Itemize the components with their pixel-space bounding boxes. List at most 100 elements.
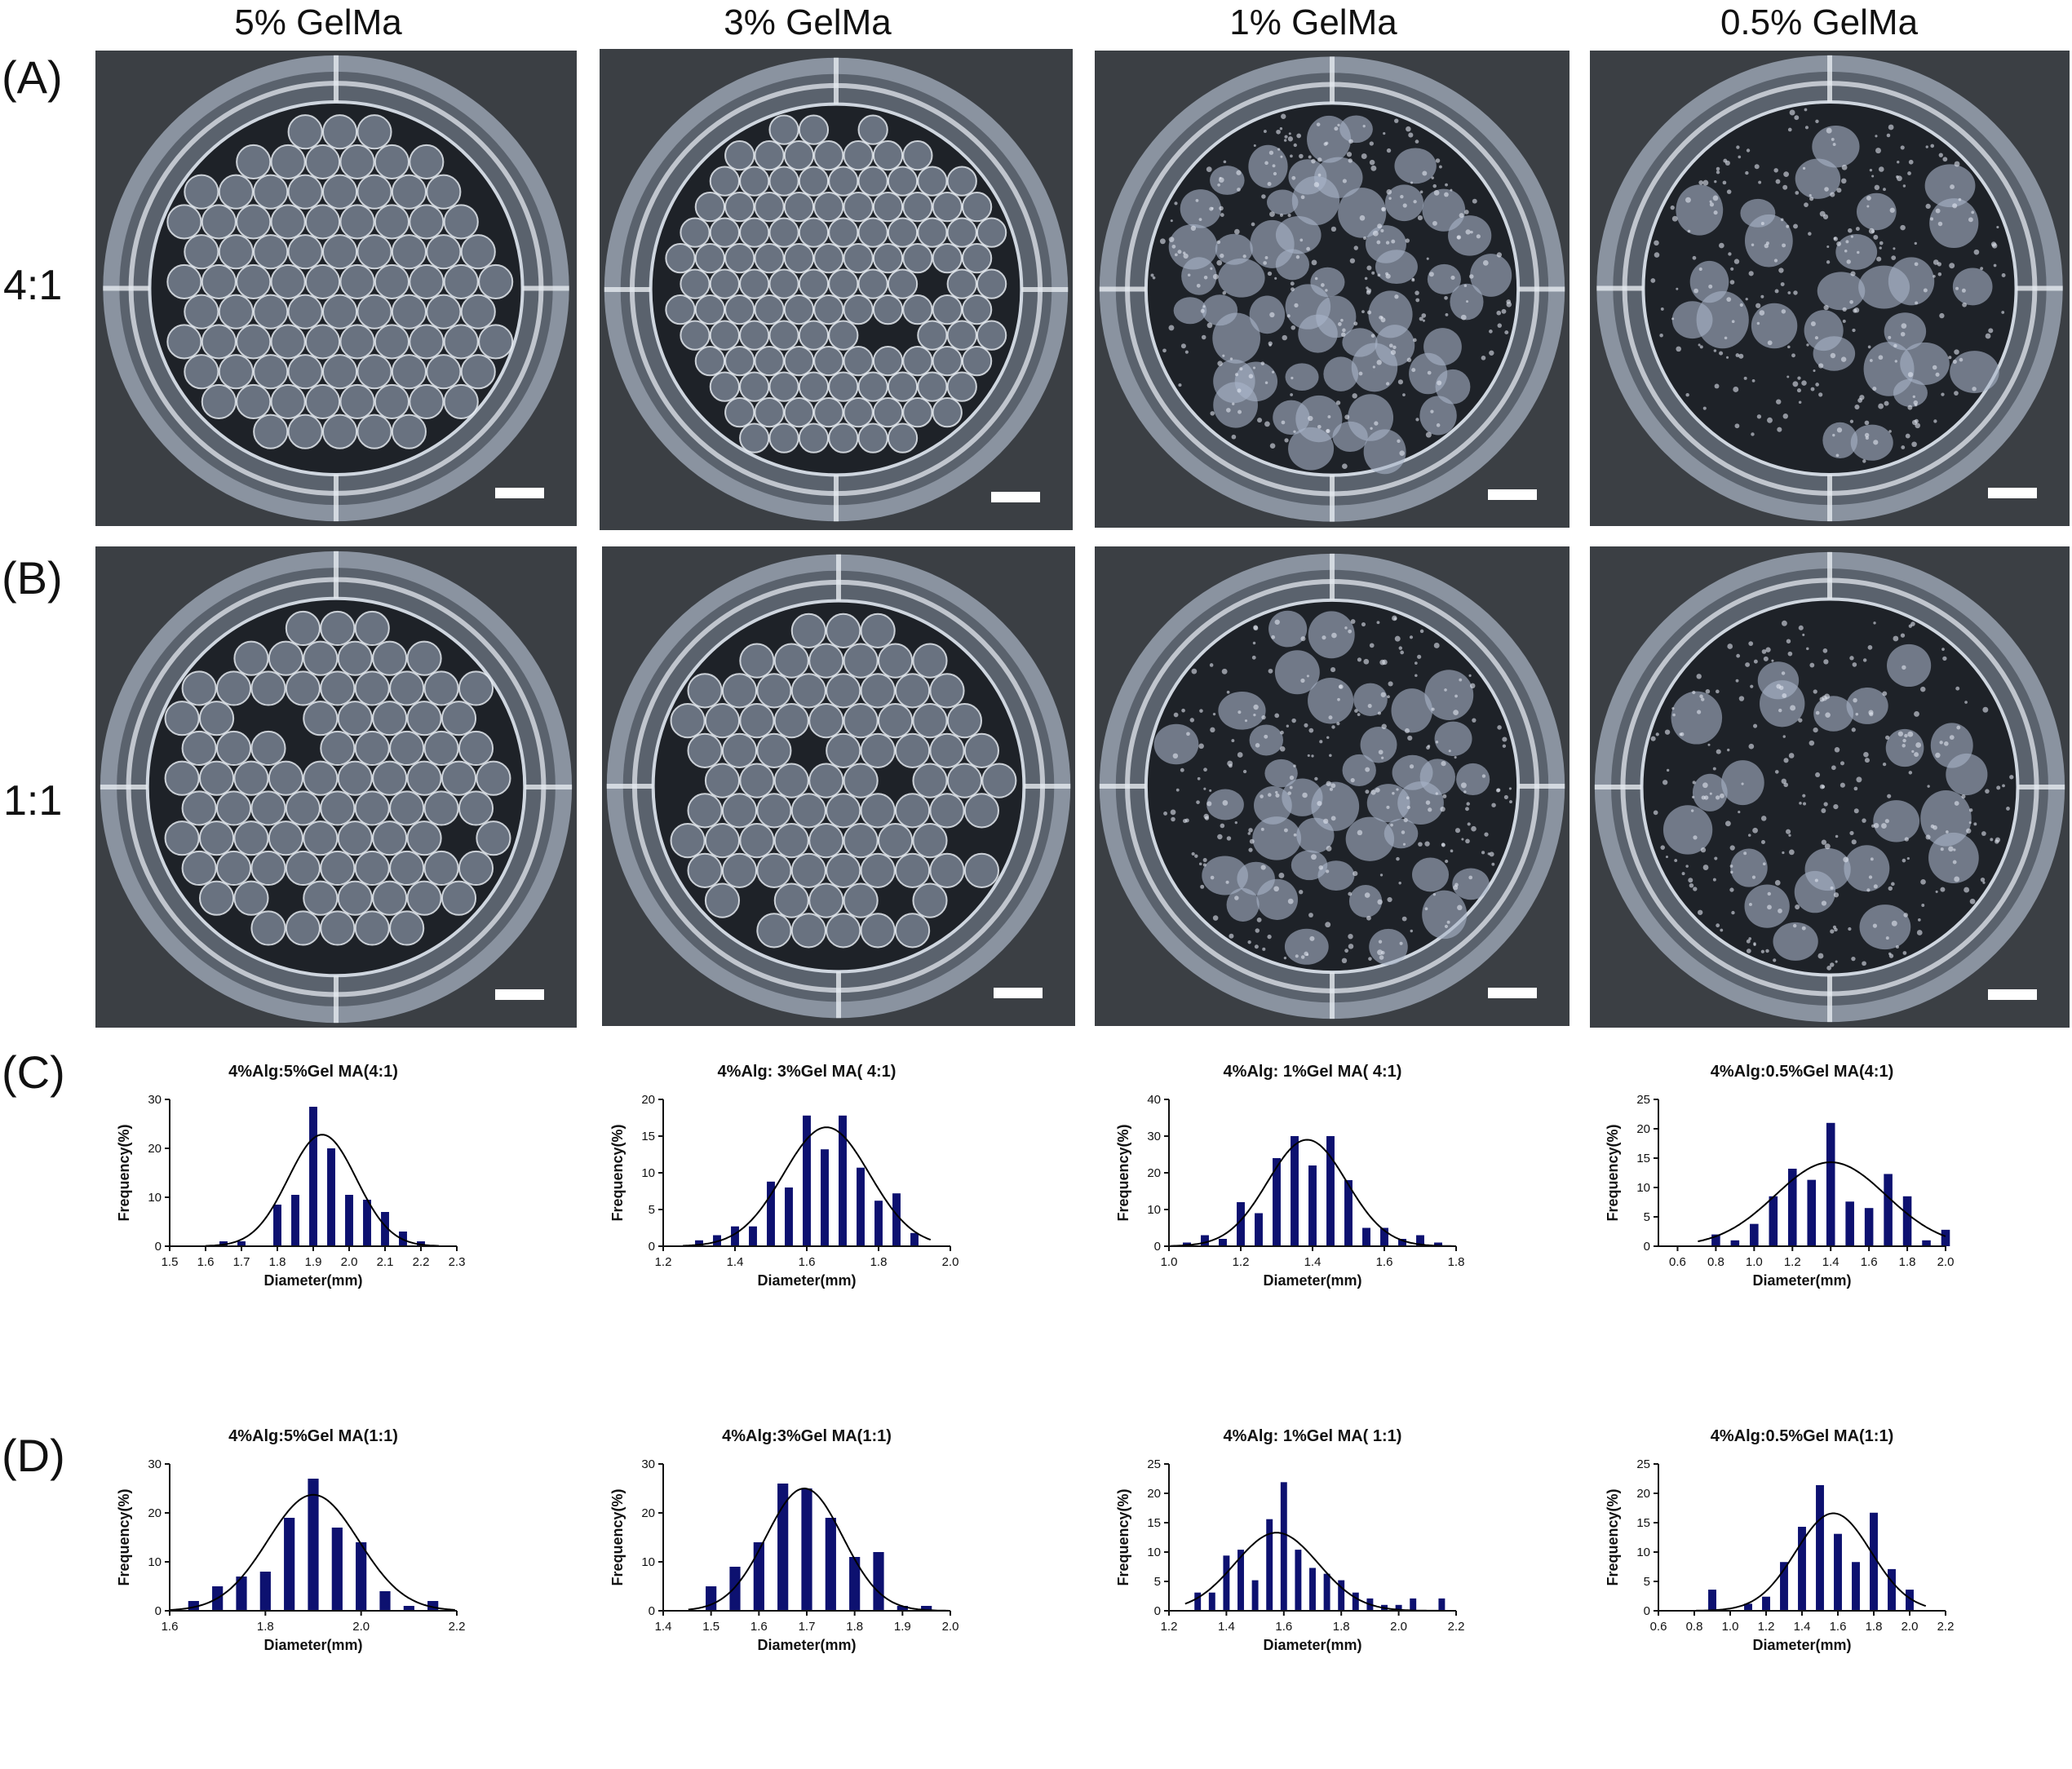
x-tick-label: 1.6 bbox=[750, 1620, 768, 1634]
chart-title: 4%Alg:0.5%Gel MA(4:1) bbox=[1711, 1063, 1894, 1081]
normal-fit-curve bbox=[169, 1493, 455, 1611]
x-tick-label: 1.8 bbox=[1899, 1255, 1916, 1269]
x-tick-label: 1.2 bbox=[1161, 1620, 1178, 1634]
photo-a3 bbox=[1095, 51, 1569, 528]
histogram-bar bbox=[1352, 1592, 1359, 1611]
histogram-bar bbox=[1323, 1573, 1330, 1611]
y-tick-label: 0 bbox=[649, 1604, 655, 1618]
y-tick-label: 40 bbox=[1147, 1093, 1161, 1107]
histogram-bar bbox=[1711, 1234, 1720, 1246]
x-tick-label: 0.8 bbox=[1707, 1255, 1724, 1269]
y-tick-label: 0 bbox=[1154, 1604, 1161, 1618]
x-axis-label: Diameter(mm) bbox=[1752, 1637, 1851, 1653]
histogram-bar bbox=[1888, 1568, 1896, 1611]
x-tick-label: 1.6 bbox=[1830, 1620, 1847, 1634]
histogram-bar bbox=[1223, 1555, 1230, 1611]
chart-title: 4%Alg:0.5%Gel MA(1:1) bbox=[1711, 1427, 1894, 1445]
histogram-bar bbox=[1201, 1235, 1209, 1246]
photo-b2 bbox=[602, 546, 1075, 1026]
panel-label-a: (A) bbox=[2, 51, 63, 103]
histogram-bar bbox=[327, 1148, 335, 1246]
histogram-d2: 4%Alg:3%Gel MA(1:1) 0 10 20 30 1.4 1.5 1.6 1.7 1.… bbox=[608, 1423, 967, 1668]
histogram-bar bbox=[284, 1518, 295, 1611]
chart-title: 4%Alg: 3%Gel MA( 4:1) bbox=[718, 1063, 897, 1081]
histogram-bar bbox=[1902, 1196, 1912, 1246]
y-tick-label: 15 bbox=[1636, 1152, 1650, 1165]
histogram-bar bbox=[1326, 1136, 1335, 1246]
histogram-bar bbox=[1208, 1592, 1215, 1611]
y-tick-label: 20 bbox=[1147, 1487, 1161, 1501]
histogram-bar bbox=[1309, 1568, 1316, 1611]
histogram-bar bbox=[910, 1232, 919, 1246]
y-tick-label: 20 bbox=[148, 1506, 162, 1520]
histogram-svg: 4%Alg:3%Gel MA(1:1) 0 10 20 30 1.4 1.5 1.6 1.7 1.… bbox=[609, 1427, 959, 1653]
histogram-bar bbox=[356, 1542, 367, 1611]
chart-title: 4%Alg: 1%Gel MA( 1:1) bbox=[1224, 1427, 1402, 1445]
histogram-bar bbox=[1762, 1596, 1770, 1611]
x-tick-label: 1.2 bbox=[655, 1255, 672, 1269]
well-plate-photo bbox=[1590, 51, 2070, 526]
y-tick-label: 10 bbox=[148, 1191, 162, 1205]
histogram-bar bbox=[1344, 1180, 1353, 1246]
histogram-d3: 4%Alg: 1%Gel MA( 1:1) 0 5 10 15 20 25 1.2 1.4 1.6… bbox=[1113, 1423, 1472, 1668]
x-tick-label: 1.8 bbox=[846, 1620, 863, 1634]
histogram-bar bbox=[1845, 1201, 1854, 1246]
column-title-1pct: 1% GelMa bbox=[1229, 2, 1397, 42]
x-tick-label: 1.4 bbox=[1218, 1620, 1235, 1634]
panel-label-b: (B) bbox=[2, 552, 63, 604]
histogram-bar bbox=[803, 1115, 811, 1246]
histogram-bar bbox=[273, 1205, 281, 1246]
y-tick-label: 10 bbox=[1636, 1546, 1650, 1559]
histogram-svg: 4%Alg: 1%Gel MA( 4:1) 0 10 20 30 40 1.0 1.2 1.4 1… bbox=[1115, 1063, 1464, 1289]
y-axis-label: Frequency(%) bbox=[116, 1488, 132, 1585]
y-axis-label: Frequency(%) bbox=[116, 1124, 132, 1221]
x-tick-label: 2.0 bbox=[1902, 1620, 1919, 1634]
photo-a4 bbox=[1590, 51, 2070, 526]
histogram-bar bbox=[381, 1212, 389, 1246]
x-tick-label: 2.0 bbox=[1390, 1620, 1407, 1634]
x-tick-label: 2.0 bbox=[352, 1620, 370, 1634]
histogram-bar bbox=[749, 1226, 757, 1246]
y-tick-label: 20 bbox=[641, 1506, 655, 1520]
x-tick-label: 2.2 bbox=[449, 1620, 466, 1634]
y-tick-label: 15 bbox=[641, 1130, 655, 1143]
scale-bar bbox=[495, 989, 544, 1000]
histogram-bar bbox=[857, 1167, 865, 1246]
histogram-svg: 4%Alg:5%Gel MA(4:1) 0 10 20 30 1.5 1.6 1.7 1.8 1.… bbox=[116, 1063, 465, 1289]
x-tick-label: 1.4 bbox=[1304, 1255, 1322, 1269]
histogram-bar bbox=[1395, 1604, 1402, 1611]
panel-label-c: (C) bbox=[2, 1046, 65, 1098]
well-plate-photo bbox=[1590, 546, 2070, 1028]
x-tick-label: 1.7 bbox=[799, 1620, 816, 1634]
y-tick-label: 15 bbox=[1636, 1516, 1650, 1530]
x-tick-label: 1.8 bbox=[1333, 1620, 1350, 1634]
x-tick-label: 0.8 bbox=[1686, 1620, 1703, 1634]
histogram-bar bbox=[379, 1591, 391, 1611]
x-tick-label: 1.0 bbox=[1746, 1255, 1763, 1269]
histogram-bar bbox=[1834, 1533, 1842, 1611]
histogram-bar bbox=[1798, 1527, 1806, 1611]
x-tick-label: 1.2 bbox=[1758, 1620, 1775, 1634]
histogram-bar bbox=[1852, 1562, 1860, 1611]
y-tick-label: 20 bbox=[1636, 1487, 1650, 1501]
histogram-bar bbox=[1864, 1208, 1874, 1246]
histogram-bar bbox=[1922, 1240, 1931, 1246]
photo-a2 bbox=[600, 49, 1073, 530]
histogram-svg: 4%Alg:0.5%Gel MA(4:1) 0 5 10 15 20 25 0.6 0.8 1.0… bbox=[1605, 1063, 1954, 1289]
histogram-bar bbox=[1744, 1603, 1752, 1611]
x-tick-label: 1.8 bbox=[870, 1255, 888, 1269]
normal-fit-curve bbox=[683, 1126, 932, 1247]
x-axis-label: Diameter(mm) bbox=[263, 1637, 362, 1653]
histogram-bar bbox=[767, 1181, 775, 1246]
x-tick-label: 1.0 bbox=[1161, 1255, 1178, 1269]
x-tick-label: 2.0 bbox=[942, 1255, 959, 1269]
x-tick-label: 2.0 bbox=[942, 1620, 959, 1634]
x-axis-label: Diameter(mm) bbox=[1752, 1272, 1851, 1289]
histogram-bar bbox=[1870, 1512, 1878, 1611]
x-tick-label: 1.9 bbox=[894, 1620, 911, 1634]
photo-a1 bbox=[95, 51, 577, 526]
histogram-bar bbox=[1237, 1202, 1245, 1246]
histogram-bar bbox=[1708, 1590, 1716, 1611]
histogram-bar bbox=[1434, 1242, 1442, 1246]
x-tick-label: 1.2 bbox=[1233, 1255, 1250, 1269]
